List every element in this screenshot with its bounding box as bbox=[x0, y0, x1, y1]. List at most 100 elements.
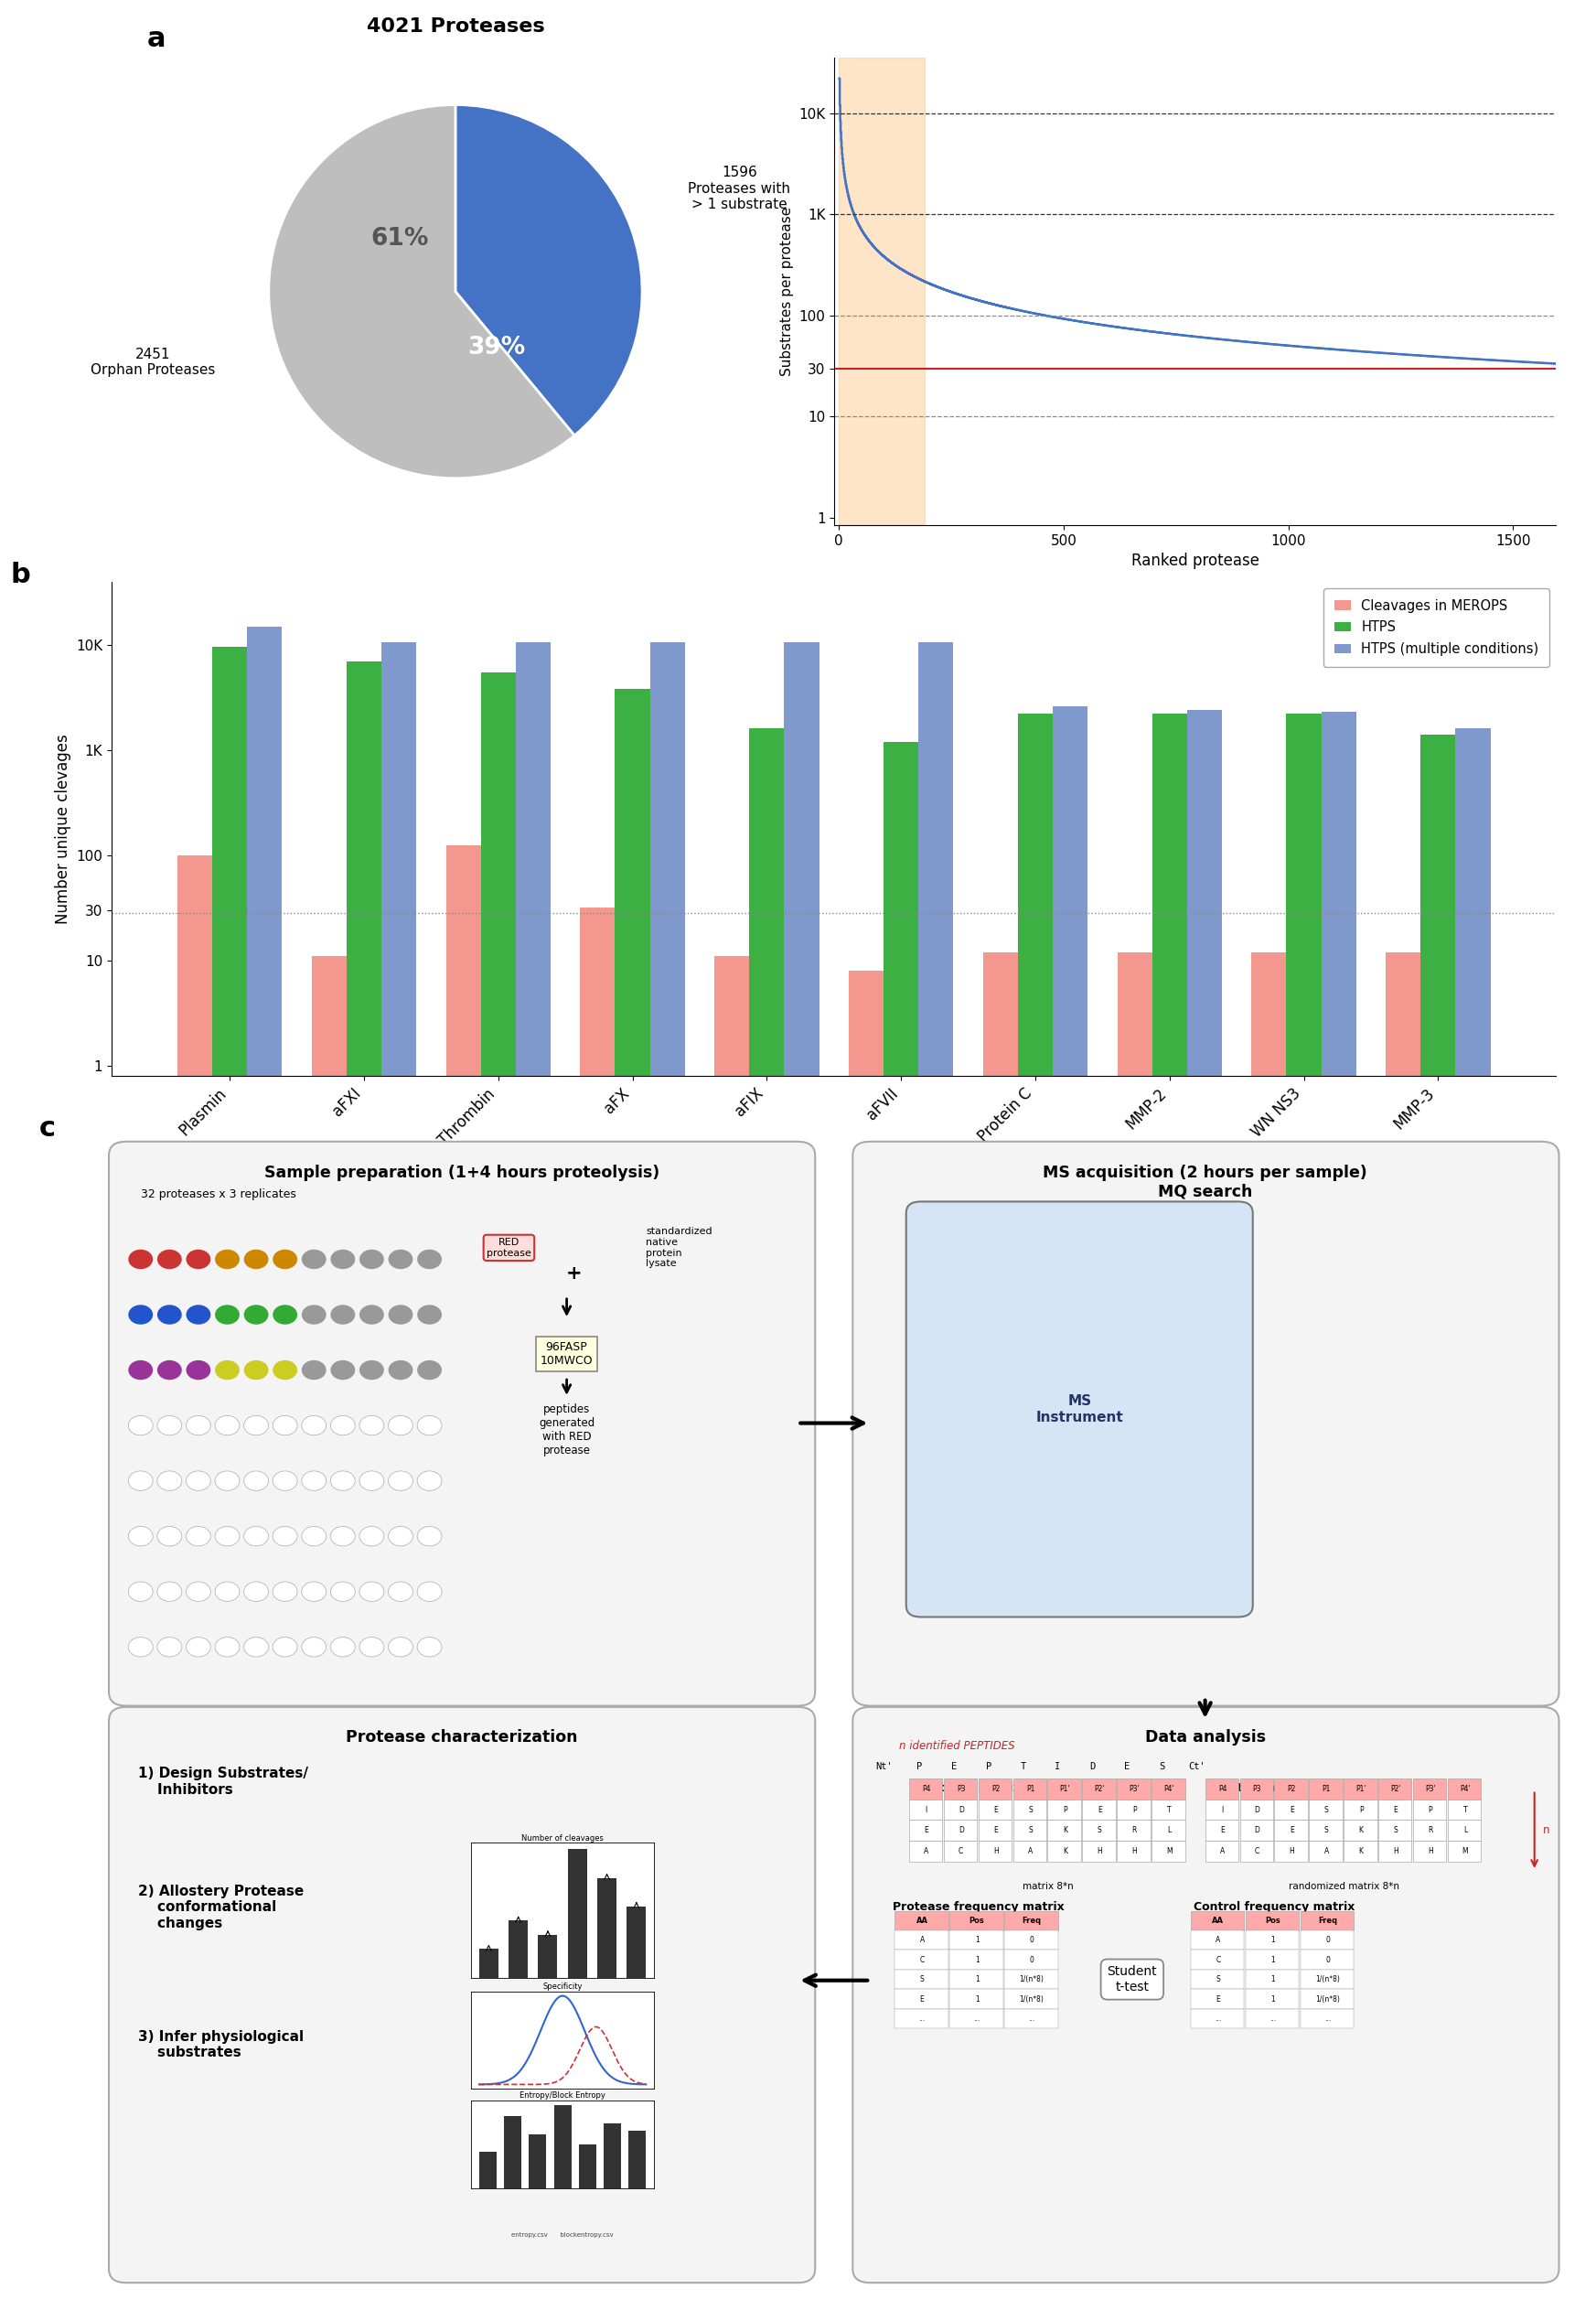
Text: 1: 1 bbox=[975, 1936, 978, 1945]
Bar bbox=[1344, 1778, 1377, 1799]
Circle shape bbox=[388, 1360, 413, 1381]
Bar bbox=[1245, 1910, 1299, 1931]
Circle shape bbox=[359, 1583, 385, 1601]
Circle shape bbox=[273, 1636, 297, 1657]
Bar bbox=[1245, 2008, 1299, 2029]
Text: S: S bbox=[1216, 1975, 1221, 1984]
Circle shape bbox=[128, 1527, 153, 1546]
Text: Pos: Pos bbox=[969, 1917, 985, 1924]
Bar bbox=[1152, 1841, 1184, 1861]
Bar bbox=[1309, 1778, 1342, 1799]
Bar bbox=[943, 1820, 977, 1841]
Circle shape bbox=[417, 1527, 442, 1546]
Text: S: S bbox=[919, 1975, 924, 1984]
Bar bbox=[910, 1841, 942, 1861]
Text: H: H bbox=[993, 1848, 999, 1854]
Bar bbox=[212, 648, 247, 2321]
Text: A: A bbox=[1028, 1848, 1033, 1854]
Bar bbox=[1301, 1971, 1353, 1989]
Circle shape bbox=[302, 1527, 326, 1546]
Text: 61%: 61% bbox=[370, 227, 428, 251]
Text: +: + bbox=[567, 1265, 583, 1281]
Bar bbox=[1117, 1799, 1151, 1820]
Circle shape bbox=[273, 1583, 297, 1601]
Text: S: S bbox=[1098, 1827, 1101, 1834]
Wedge shape bbox=[268, 104, 575, 478]
Bar bbox=[1117, 952, 1152, 2321]
Bar bbox=[381, 643, 417, 2321]
Text: H: H bbox=[1428, 1848, 1433, 1854]
Text: 1: 1 bbox=[975, 1975, 978, 1984]
Y-axis label: Number unique clevages: Number unique clevages bbox=[54, 733, 70, 924]
Bar bbox=[1240, 1778, 1274, 1799]
Text: ...: ... bbox=[1215, 2015, 1221, 2022]
Text: standardized
native
protein
lysate: standardized native protein lysate bbox=[646, 1228, 712, 1267]
Text: P: P bbox=[1063, 1806, 1068, 1813]
Circle shape bbox=[388, 1249, 413, 1270]
Circle shape bbox=[388, 1416, 413, 1434]
Bar bbox=[346, 661, 381, 2321]
Bar bbox=[1275, 1820, 1307, 1841]
Text: H: H bbox=[1132, 1848, 1136, 1854]
Text: D: D bbox=[1254, 1827, 1259, 1834]
Bar bbox=[1191, 1989, 1245, 2008]
Bar bbox=[445, 845, 480, 2321]
Text: 1/(n*8): 1/(n*8) bbox=[1315, 1994, 1341, 2003]
Text: E: E bbox=[919, 1994, 924, 2003]
Bar bbox=[1152, 715, 1187, 2321]
Bar bbox=[1301, 1950, 1353, 1971]
Circle shape bbox=[215, 1416, 239, 1434]
Text: P4': P4' bbox=[1460, 1785, 1470, 1794]
Bar bbox=[950, 1971, 1002, 1989]
Text: C: C bbox=[1216, 1957, 1221, 1964]
Bar bbox=[1191, 1971, 1245, 1989]
Text: T: T bbox=[1167, 1806, 1171, 1813]
Circle shape bbox=[359, 1527, 385, 1546]
Text: D: D bbox=[1254, 1806, 1259, 1813]
Bar bbox=[1412, 1799, 1446, 1820]
Bar bbox=[629, 2131, 646, 2189]
Bar bbox=[1379, 1799, 1412, 1820]
Text: I: I bbox=[1055, 1762, 1061, 1771]
Circle shape bbox=[273, 1360, 297, 1381]
Circle shape bbox=[302, 1472, 326, 1490]
Bar bbox=[581, 908, 614, 2321]
Text: L: L bbox=[1464, 1827, 1467, 1834]
Text: P: P bbox=[916, 1762, 922, 1771]
Circle shape bbox=[244, 1636, 268, 1657]
Bar bbox=[504, 2117, 522, 2189]
Text: 1: 1 bbox=[1270, 1936, 1275, 1945]
Bar bbox=[1205, 1778, 1238, 1799]
Text: Student
t-test: Student t-test bbox=[1108, 1966, 1157, 1994]
Bar bbox=[895, 2008, 948, 2029]
Circle shape bbox=[128, 1249, 153, 1270]
Text: A: A bbox=[1219, 1848, 1224, 1854]
Bar bbox=[1047, 1841, 1080, 1861]
Text: P2': P2' bbox=[1390, 1785, 1401, 1794]
Circle shape bbox=[158, 1416, 182, 1434]
Bar bbox=[1251, 952, 1286, 2321]
Bar bbox=[950, 1989, 1002, 2008]
Bar bbox=[839, 58, 924, 525]
Circle shape bbox=[417, 1360, 442, 1381]
Bar bbox=[715, 956, 750, 2321]
Text: Data analysis: Data analysis bbox=[1144, 1729, 1266, 1745]
Text: Control frequency matrix: Control frequency matrix bbox=[1194, 1901, 1355, 1913]
Circle shape bbox=[128, 1360, 153, 1381]
Text: C: C bbox=[919, 1957, 924, 1964]
Bar bbox=[895, 1910, 948, 1931]
Bar bbox=[978, 1799, 1012, 1820]
Bar bbox=[983, 952, 1018, 2321]
Bar bbox=[884, 743, 918, 2321]
Text: ...: ... bbox=[1270, 2015, 1277, 2022]
Text: AA: AA bbox=[916, 1917, 927, 1924]
Text: I: I bbox=[926, 1806, 927, 1813]
Circle shape bbox=[215, 1360, 239, 1381]
Circle shape bbox=[417, 1472, 442, 1490]
Text: MS acquisition (2 hours per sample)
MQ search: MS acquisition (2 hours per sample) MQ s… bbox=[1042, 1165, 1368, 1200]
Text: A: A bbox=[1325, 1848, 1329, 1854]
Bar bbox=[554, 2105, 571, 2189]
Text: AA: AA bbox=[1213, 1917, 1224, 1924]
Circle shape bbox=[158, 1360, 182, 1381]
Text: 4021 Proteases: 4021 Proteases bbox=[367, 16, 544, 35]
